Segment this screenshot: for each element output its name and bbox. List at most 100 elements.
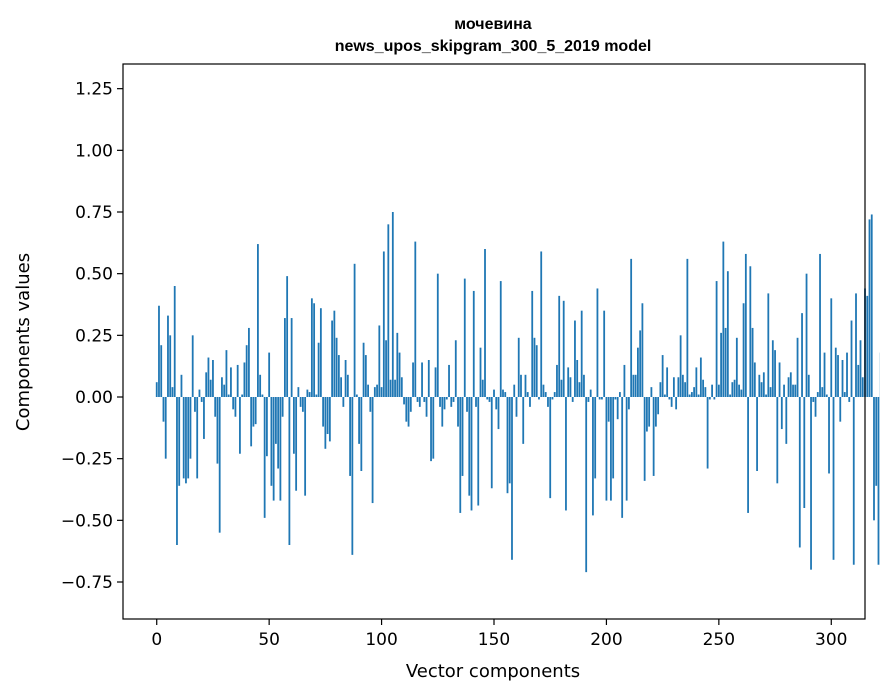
- bar: [475, 397, 477, 407]
- bar: [367, 384, 369, 397]
- bar: [315, 394, 318, 397]
- bar: [434, 367, 437, 397]
- bar: [684, 382, 687, 397]
- bars-group: [155, 212, 880, 573]
- bar: [726, 271, 729, 397]
- bar: [185, 397, 187, 484]
- bar: [203, 397, 205, 439]
- bar: [340, 377, 343, 397]
- bar: [277, 397, 280, 469]
- bar: [758, 374, 761, 397]
- bar: [619, 392, 621, 397]
- bar: [317, 342, 320, 397]
- bar: [461, 397, 464, 476]
- bar: [792, 384, 794, 397]
- bar: [230, 367, 232, 397]
- bar: [288, 397, 291, 545]
- bar: [875, 397, 878, 486]
- bar: [234, 397, 237, 417]
- bar: [189, 397, 192, 459]
- bar: [585, 397, 588, 573]
- bar: [364, 355, 367, 397]
- bar: [816, 392, 819, 397]
- bar: [371, 397, 374, 504]
- bar: [794, 384, 797, 397]
- bar: [535, 345, 538, 397]
- bar: [747, 397, 749, 513]
- bar: [205, 372, 208, 397]
- bar: [542, 384, 545, 397]
- y-axis-label: Components values: [13, 253, 34, 431]
- bar: [488, 397, 491, 402]
- x-axis-ticks: 0 50 100 150 200 250 300: [151, 619, 847, 650]
- bar: [645, 397, 648, 432]
- bar: [848, 397, 851, 402]
- bar: [769, 387, 772, 397]
- bar: [266, 397, 268, 457]
- bar: [832, 397, 835, 560]
- bar: [450, 397, 453, 407]
- bar: [400, 377, 403, 397]
- bar: [787, 377, 790, 397]
- bar: [218, 397, 221, 533]
- bar: [776, 397, 779, 484]
- bar: [529, 397, 531, 407]
- bar: [807, 374, 810, 397]
- bar: [378, 325, 381, 397]
- bar: [839, 397, 842, 422]
- bar: [313, 303, 316, 397]
- bar: [720, 332, 722, 397]
- bar: [466, 397, 468, 412]
- bar: [801, 313, 803, 397]
- x-tick-label: 150: [478, 630, 510, 650]
- bar: [448, 364, 450, 397]
- bar: [812, 397, 815, 402]
- bar: [245, 345, 248, 397]
- bar: [418, 397, 421, 407]
- bar: [852, 397, 855, 565]
- bar: [281, 397, 284, 417]
- bar: [299, 397, 302, 407]
- bar: [699, 357, 702, 397]
- bar: [614, 397, 617, 400]
- bar: [717, 384, 720, 397]
- chart-title: мочевина: [454, 16, 532, 33]
- bar: [425, 397, 428, 417]
- bar: [713, 397, 716, 400]
- bar: [416, 397, 419, 402]
- bar: [565, 397, 567, 511]
- bar: [241, 394, 244, 397]
- bar: [524, 374, 527, 397]
- bar: [344, 360, 347, 397]
- bar: [841, 360, 844, 397]
- bar: [248, 327, 250, 397]
- bar: [385, 340, 387, 397]
- bar: [167, 315, 169, 397]
- bar: [693, 387, 696, 397]
- bar: [697, 394, 700, 397]
- bar: [762, 372, 765, 397]
- x-tick-label: 100: [365, 630, 397, 650]
- bar: [803, 397, 806, 508]
- bar: [214, 397, 217, 417]
- bar: [369, 397, 372, 412]
- bar: [526, 392, 529, 397]
- bar: [632, 374, 635, 397]
- bar: [652, 397, 655, 476]
- bar: [178, 397, 181, 486]
- bar: [243, 362, 246, 397]
- bar: [846, 352, 848, 397]
- bar: [333, 310, 336, 397]
- bar: [409, 397, 412, 412]
- bar: [639, 330, 642, 397]
- bar: [423, 397, 426, 402]
- bar: [810, 397, 812, 570]
- bar: [196, 397, 199, 479]
- bar: [603, 310, 606, 397]
- x-tick-label: 0: [151, 630, 162, 650]
- bar: [686, 258, 689, 397]
- bar: [414, 241, 417, 397]
- bar: [194, 397, 196, 412]
- x-tick-label: 50: [258, 630, 280, 650]
